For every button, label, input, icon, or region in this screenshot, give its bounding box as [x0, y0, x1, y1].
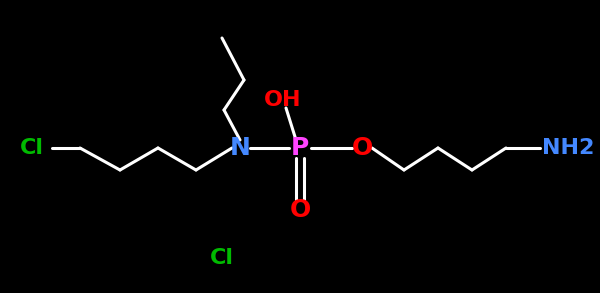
Text: Cl: Cl: [20, 138, 44, 158]
Text: O: O: [352, 136, 373, 160]
Text: Cl: Cl: [210, 248, 234, 268]
Text: OH: OH: [264, 90, 302, 110]
Text: NH2: NH2: [542, 138, 594, 158]
Text: O: O: [289, 198, 311, 222]
Text: N: N: [230, 136, 250, 160]
Text: P: P: [291, 136, 309, 160]
